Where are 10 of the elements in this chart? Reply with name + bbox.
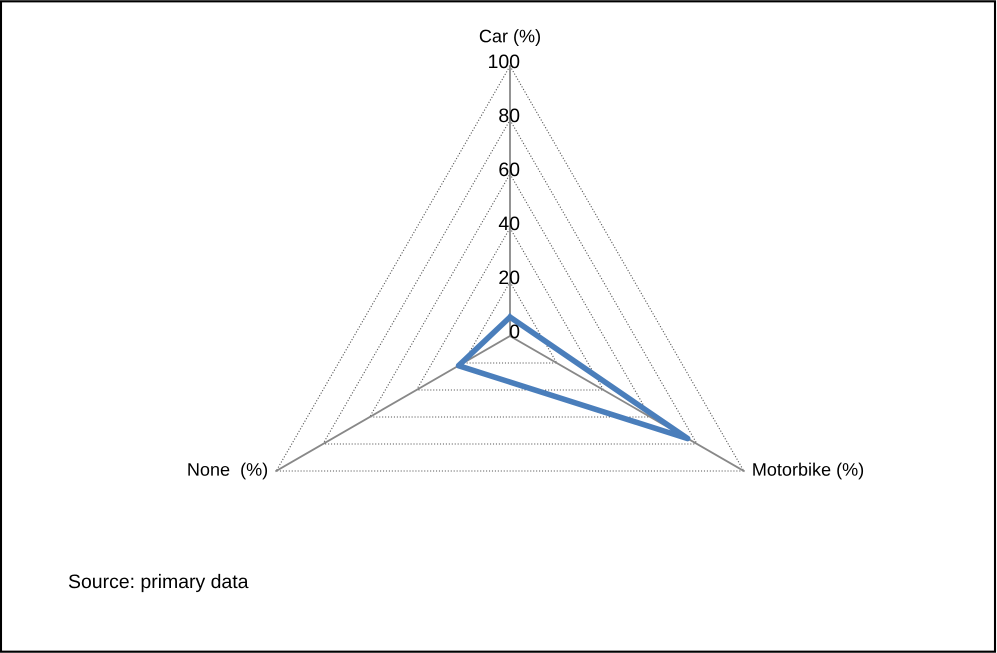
y-tick-label: 60 (499, 162, 520, 176)
y-tick-label: 100 (489, 54, 520, 68)
y-tick-label: 0 (510, 324, 520, 338)
y-tick-label: 20 (499, 270, 520, 284)
source-note: Source: primary data (68, 574, 248, 592)
spoke-label: None (%) (188, 462, 268, 480)
y-tick-label: 80 (499, 108, 520, 122)
spoke-label: Car (%) (480, 29, 540, 46)
spoke-label: Motorbike (%) (753, 462, 864, 480)
y-tick-label: 40 (498, 216, 520, 230)
